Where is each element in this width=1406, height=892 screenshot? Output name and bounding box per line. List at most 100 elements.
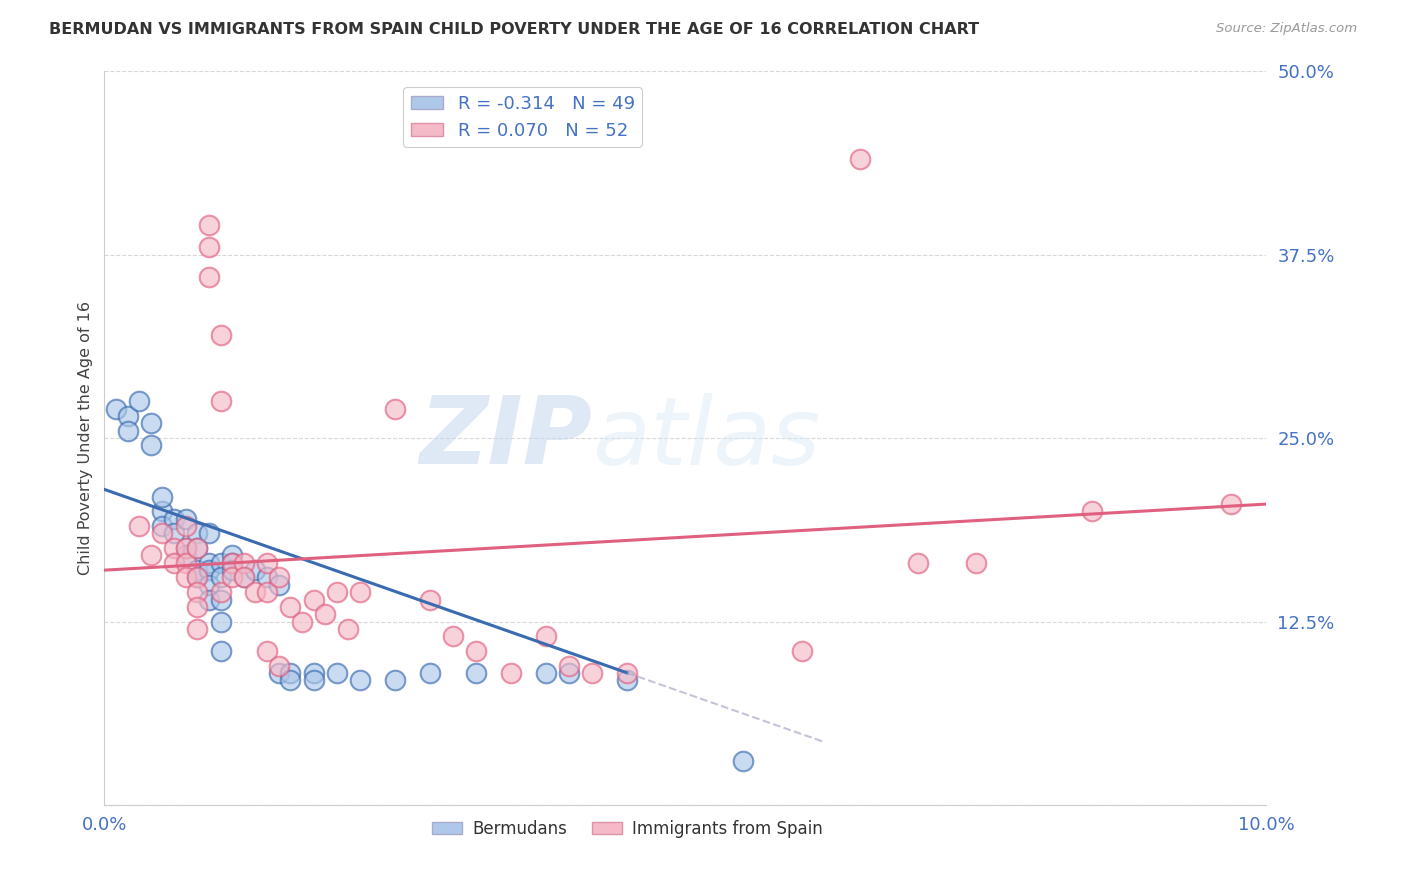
Point (209, 644, 232, 658)
Point (198, 592, 221, 607)
Point (232, 556, 254, 570)
Point (186, 563, 208, 577)
Point (419, 592, 441, 607)
Point (616, 673, 638, 688)
Point (245, 563, 267, 577)
Point (163, 526, 186, 541)
Point (267, 658, 290, 673)
Point (139, 549, 162, 563)
Point (186, 570, 208, 584)
Point (198, 269, 221, 284)
Point (419, 665, 441, 680)
Point (209, 328, 232, 343)
Point (302, 665, 325, 680)
Text: BERMUDAN VS IMMIGRANTS FROM SPAIN CHILD POVERTY UNDER THE AGE OF 16 CORRELATION : BERMUDAN VS IMMIGRANTS FROM SPAIN CHILD … (49, 22, 980, 37)
Point (384, 673, 406, 688)
Point (105, 401, 128, 416)
Point (278, 673, 301, 688)
Point (302, 592, 325, 607)
Point (965, 556, 987, 570)
Point (314, 607, 336, 622)
Point (152, 519, 174, 533)
Point (139, 417, 162, 431)
Point (221, 563, 243, 577)
Point (152, 504, 174, 518)
Point (209, 394, 232, 409)
Point (256, 556, 278, 570)
Point (186, 599, 208, 614)
Point (209, 615, 232, 629)
Point (267, 665, 290, 680)
Point (267, 578, 290, 592)
Point (581, 665, 603, 680)
Point (117, 409, 139, 423)
Point (337, 622, 360, 636)
Point (558, 665, 581, 680)
Point (534, 629, 557, 643)
Point (221, 556, 243, 570)
Point (198, 556, 221, 570)
Point (174, 549, 197, 563)
Point (291, 615, 314, 629)
Point (1220, 497, 1243, 511)
Text: atlas: atlas (592, 392, 821, 483)
Point (152, 490, 174, 504)
Point (465, 665, 488, 680)
Point (174, 541, 197, 555)
Point (256, 644, 278, 658)
Point (209, 556, 232, 570)
Legend: Bermudans, Immigrants from Spain: Bermudans, Immigrants from Spain (425, 813, 830, 845)
Point (558, 658, 581, 673)
Point (790, 644, 813, 658)
Point (117, 424, 139, 438)
Point (198, 526, 221, 541)
Point (174, 512, 197, 526)
Point (174, 541, 197, 555)
Point (186, 541, 208, 555)
Point (174, 570, 197, 584)
Point (221, 570, 243, 584)
Point (267, 570, 290, 584)
Text: ZIP: ZIP (419, 392, 592, 484)
Y-axis label: Child Poverty Under the Age of 16: Child Poverty Under the Age of 16 (79, 301, 93, 575)
Point (733, 754, 755, 768)
Point (848, 152, 870, 166)
Point (384, 401, 406, 416)
Text: Source: ZipAtlas.com: Source: ZipAtlas.com (1216, 22, 1357, 36)
Point (232, 570, 254, 584)
Point (128, 519, 150, 533)
Point (128, 394, 150, 409)
Point (232, 570, 254, 584)
Point (326, 585, 349, 599)
Point (198, 563, 221, 577)
Point (256, 570, 278, 584)
Point (499, 665, 522, 680)
Point (186, 622, 208, 636)
Point (209, 592, 232, 607)
Point (209, 570, 232, 584)
Point (256, 585, 278, 599)
Point (152, 526, 174, 541)
Point (349, 585, 371, 599)
Point (198, 578, 221, 592)
Point (174, 556, 197, 570)
Point (198, 218, 221, 232)
Point (163, 556, 186, 570)
Point (221, 556, 243, 570)
Point (186, 585, 208, 599)
Point (186, 541, 208, 555)
Point (616, 665, 638, 680)
Point (245, 585, 267, 599)
Point (186, 570, 208, 584)
Point (163, 512, 186, 526)
Point (1081, 504, 1104, 518)
Point (441, 629, 464, 643)
Point (278, 599, 301, 614)
Point (534, 665, 557, 680)
Point (278, 665, 301, 680)
Point (349, 673, 371, 688)
Point (174, 519, 197, 533)
Point (163, 541, 186, 555)
Point (198, 240, 221, 254)
Point (186, 526, 208, 541)
